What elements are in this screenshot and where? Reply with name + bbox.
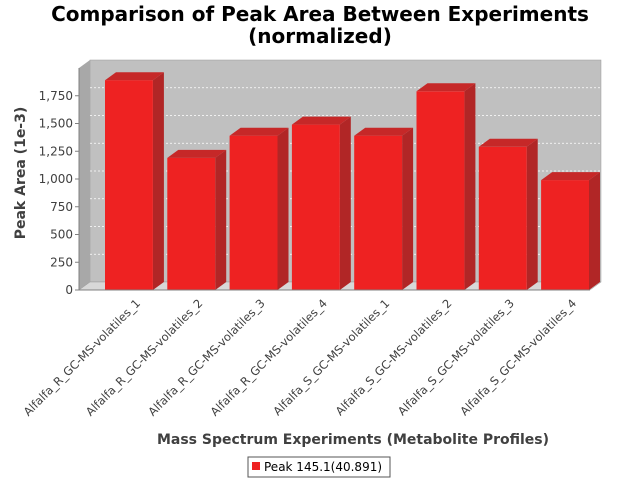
bar-side xyxy=(215,149,227,290)
bar xyxy=(291,116,351,290)
bar-face xyxy=(541,180,590,290)
y-tick-label: 0 xyxy=(65,283,73,297)
bar-top xyxy=(229,127,289,136)
bar-top xyxy=(416,83,476,92)
x-tick-label: Alfalfa_S_GC-MS-volatiles_2 xyxy=(333,296,455,418)
bar-face xyxy=(291,124,340,290)
bar-face xyxy=(354,135,403,290)
bar-face xyxy=(416,91,465,290)
y-tick-label: 250 xyxy=(50,255,73,269)
x-tick-label: Alfalfa_S_GC-MS-volatiles_1 xyxy=(270,296,392,418)
bar-face xyxy=(478,146,527,290)
y-tick-label: 500 xyxy=(50,228,73,242)
bar-side xyxy=(152,72,164,291)
bar-side xyxy=(339,116,351,290)
y-tick-label: 1,250 xyxy=(39,144,73,158)
bar-top xyxy=(541,172,601,181)
x-tick-label: Alfalfa_R_GC-MS-volatiles_3 xyxy=(145,296,267,418)
chart-title-line-1: Comparison of Peak Area Between Experime… xyxy=(51,2,589,26)
plot-left-wall xyxy=(79,60,90,290)
bar xyxy=(478,138,538,290)
y-axis-label: Peak Area (1e-3) xyxy=(13,107,29,240)
bar-top xyxy=(354,127,414,136)
y-tick-label: 1,500 xyxy=(39,117,73,131)
legend-box xyxy=(247,456,391,478)
x-tick-label: Alfalfa_R_GC-MS-volatiles_2 xyxy=(83,296,205,418)
y-tick-label: 750 xyxy=(50,200,73,214)
bar-face xyxy=(229,135,278,290)
x-axis: Alfalfa_R_GC-MS-volatiles_1Alfalfa_R_GC-… xyxy=(21,289,590,419)
bars xyxy=(105,72,601,291)
chart-title-line-2: (normalized) xyxy=(248,24,392,48)
bar xyxy=(167,149,227,290)
bar xyxy=(354,127,414,291)
bar-top xyxy=(478,138,538,147)
x-tick-label: Alfalfa_R_GC-MS-volatiles_4 xyxy=(207,296,329,418)
bar-face xyxy=(105,80,153,291)
bar-top xyxy=(105,72,164,81)
bar-side xyxy=(464,83,476,290)
y-tick-label: 1,000 xyxy=(39,172,73,186)
legend-swatch xyxy=(252,462,260,470)
y-axis: 0 250 500 750 1,000 1,250 1,500 1,750 xyxy=(39,68,80,297)
bar-top xyxy=(167,149,227,158)
legend-label: Peak 145.1(40.891) xyxy=(264,460,382,474)
bar-side xyxy=(402,127,414,291)
x-tick-label: Alfalfa_R_GC-MS-volatiles_1 xyxy=(21,296,143,418)
legend: Peak 145.1(40.891) xyxy=(247,456,391,478)
bar-side xyxy=(277,127,289,291)
bar-face xyxy=(167,157,216,290)
bar-side xyxy=(526,138,538,290)
y-tick-label: 1,750 xyxy=(39,89,73,103)
bar xyxy=(541,172,601,290)
x-tick-label: Alfalfa_S_GC-MS-volatiles_4 xyxy=(457,296,579,418)
bar-top xyxy=(291,116,351,125)
bar xyxy=(416,83,476,290)
bar-side xyxy=(589,172,601,290)
bar xyxy=(105,72,164,291)
x-tick-label: Alfalfa_S_GC-MS-volatiles_3 xyxy=(395,296,517,418)
x-axis-label: Mass Spectrum Experiments (Metabolite Pr… xyxy=(157,432,549,448)
bar xyxy=(229,127,289,291)
